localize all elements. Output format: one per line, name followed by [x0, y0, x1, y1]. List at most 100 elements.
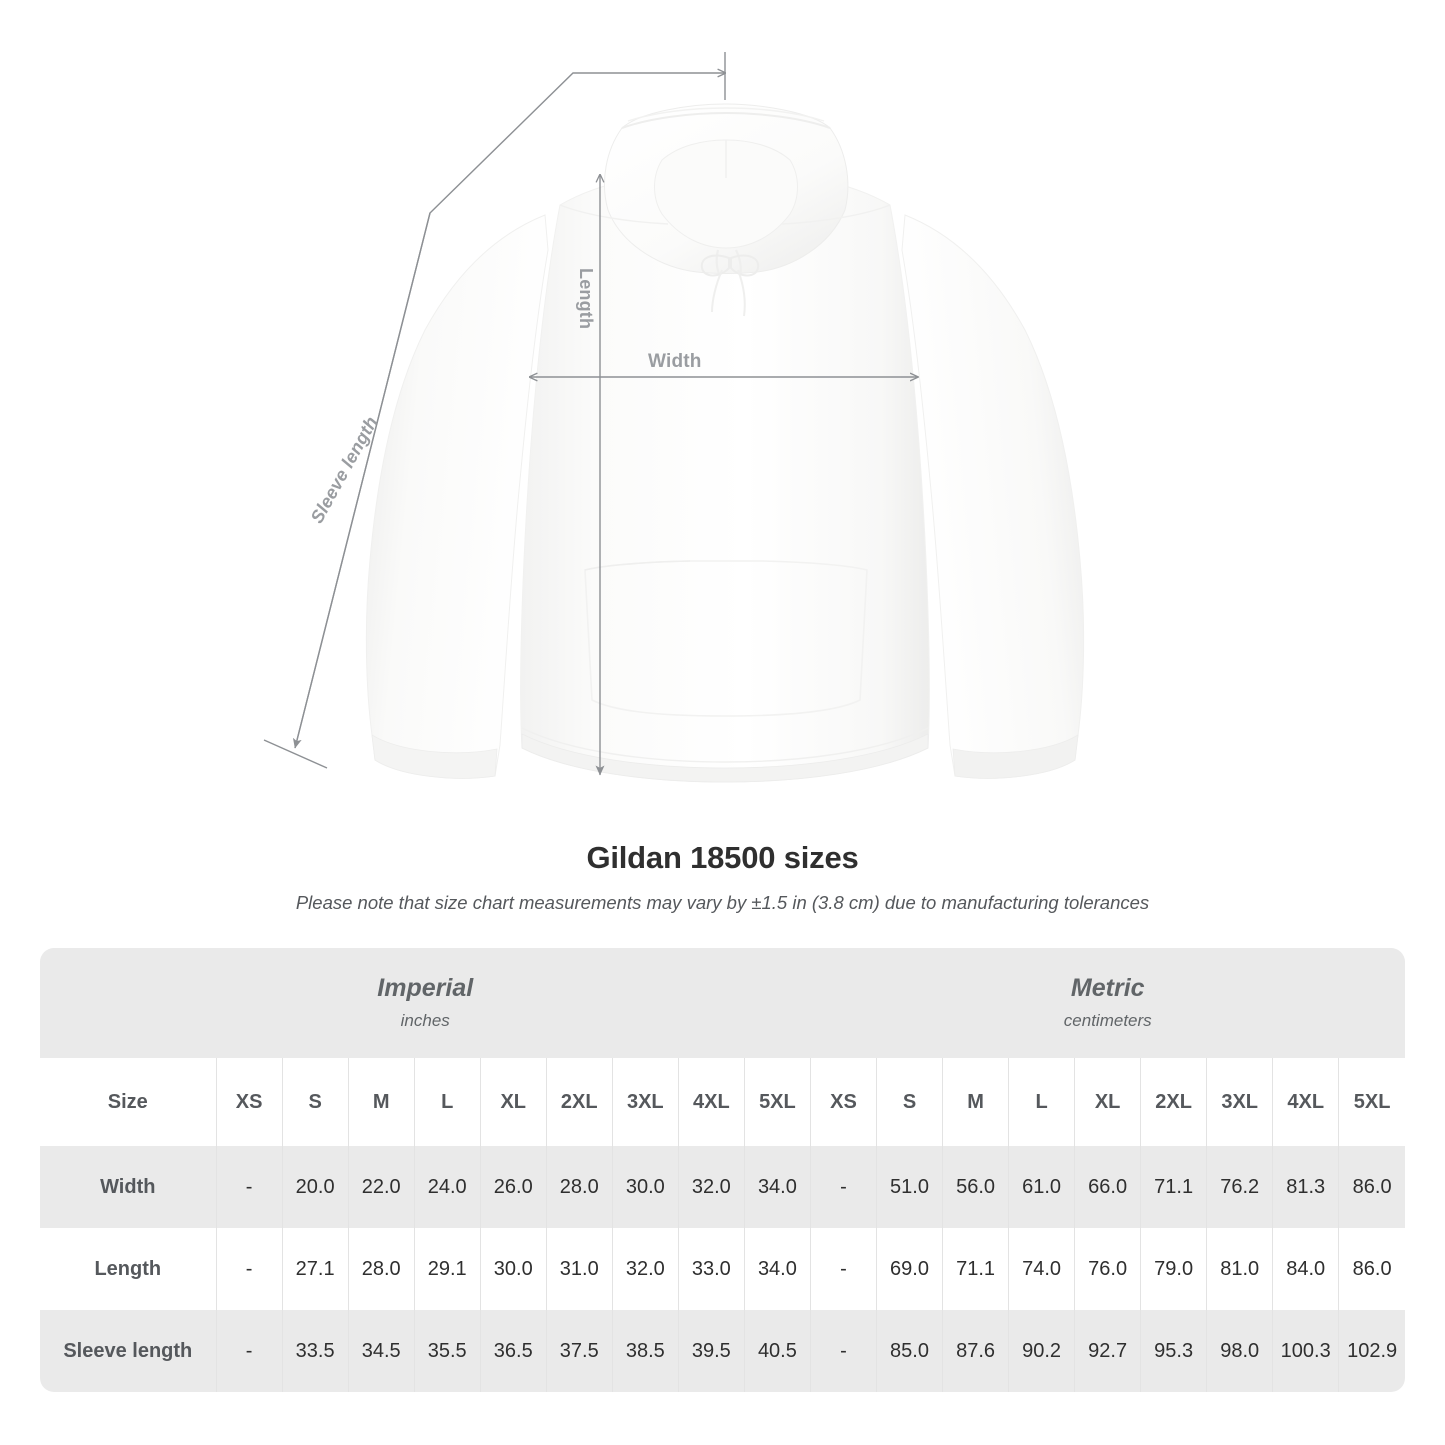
col-header-metric-m: M — [942, 1058, 1009, 1146]
cell-width-imperial-3xl: 30.0 — [611, 1146, 679, 1228]
cell-length-metric-l: 74.0 — [1008, 1228, 1075, 1310]
cell-width-imperial-2xl: 28.0 — [545, 1146, 613, 1228]
table-row: Length - 27.1 28.0 29.1 30.0 31.0 32.0 3… — [40, 1228, 1405, 1310]
table-row: Width - 20.0 22.0 24.0 26.0 28.0 30.0 32… — [40, 1146, 1405, 1228]
imperial-unit: inches — [400, 1011, 450, 1031]
cell-width-metric-2xl: 71.1 — [1140, 1146, 1207, 1228]
metric-unit: centimeters — [1063, 1011, 1152, 1031]
col-header-imperial-xs: XS — [215, 1058, 283, 1146]
cell-length-metric-4xl: 84.0 — [1272, 1228, 1339, 1310]
cell-width-imperial-l: 24.0 — [413, 1146, 481, 1228]
metric-name: Metric — [1070, 973, 1145, 1002]
col-header-metric-xs: XS — [809, 1058, 877, 1146]
cell-width-metric-l: 61.0 — [1008, 1146, 1075, 1228]
col-header-imperial-l: L — [413, 1058, 481, 1146]
col-header-imperial-s: S — [281, 1058, 349, 1146]
cell-sleeve-imperial-s: 33.5 — [281, 1310, 349, 1392]
row-label-sleeve-length: Sleeve length — [40, 1310, 217, 1392]
col-header-imperial-xl: XL — [479, 1058, 547, 1146]
cell-length-imperial-5xl: 34.0 — [743, 1228, 811, 1310]
cell-sleeve-imperial-m: 34.5 — [347, 1310, 415, 1392]
cell-length-imperial-s: 27.1 — [281, 1228, 349, 1310]
cell-sleeve-imperial-xl: 36.5 — [479, 1310, 547, 1392]
cell-sleeve-metric-l: 90.2 — [1008, 1310, 1075, 1392]
metric-system-header: Metric centimeters — [810, 948, 1405, 1058]
cell-sleeve-metric-5xl: 102.9 — [1338, 1310, 1405, 1392]
cell-length-imperial-l: 29.1 — [413, 1228, 481, 1310]
cell-sleeve-imperial-4xl: 39.5 — [677, 1310, 745, 1392]
col-header-metric-5xl: 5XL — [1338, 1058, 1405, 1146]
page-title: Gildan 18500 sizes — [586, 840, 859, 875]
cell-width-metric-m: 56.0 — [942, 1146, 1009, 1228]
col-header-metric-s: S — [875, 1058, 943, 1146]
cell-width-metric-4xl: 81.3 — [1272, 1146, 1339, 1228]
cell-width-imperial-s: 20.0 — [281, 1146, 349, 1228]
size-header-cell: Size — [40, 1058, 217, 1146]
length-label: Length — [576, 268, 596, 330]
cell-sleeve-metric-s: 85.0 — [875, 1310, 943, 1392]
table-row: Sleeve length - 33.5 34.5 35.5 36.5 37.5… — [40, 1310, 1405, 1392]
hoodie-illustration — [263, 52, 1085, 783]
cell-width-metric-s: 51.0 — [875, 1146, 943, 1228]
cell-length-metric-2xl: 79.0 — [1140, 1228, 1207, 1310]
col-header-imperial-5xl: 5XL — [743, 1058, 811, 1146]
tolerance-note: Please note that size chart measurements… — [295, 892, 1150, 913]
col-header-metric-4xl: 4XL — [1272, 1058, 1339, 1146]
col-header-metric-l: L — [1008, 1058, 1075, 1146]
hoodie-graphic — [365, 103, 1085, 783]
unit-system-row: Imperial inches Metric centimeters — [40, 948, 1405, 1058]
cell-length-imperial-3xl: 32.0 — [611, 1228, 679, 1310]
cell-width-imperial-xl: 26.0 — [479, 1146, 547, 1228]
cell-length-imperial-4xl: 33.0 — [677, 1228, 745, 1310]
cell-length-imperial-2xl: 31.0 — [545, 1228, 613, 1310]
imperial-name: Imperial — [377, 973, 474, 1002]
cell-length-metric-5xl: 86.0 — [1338, 1228, 1405, 1310]
cell-width-imperial-m: 22.0 — [347, 1146, 415, 1228]
cell-sleeve-imperial-xs: - — [215, 1310, 283, 1392]
cell-sleeve-metric-4xl: 100.3 — [1272, 1310, 1339, 1392]
sleeve-bottom-tick — [263, 739, 328, 769]
cell-sleeve-metric-2xl: 95.3 — [1140, 1310, 1207, 1392]
cell-length-metric-xs: - — [809, 1228, 877, 1310]
cell-sleeve-metric-xs: - — [809, 1310, 877, 1392]
cell-sleeve-imperial-3xl: 38.5 — [611, 1310, 679, 1392]
col-header-imperial-m: M — [347, 1058, 415, 1146]
title-block: Gildan 18500 sizes Please note that size… — [0, 840, 1445, 914]
cell-sleeve-metric-3xl: 98.0 — [1206, 1310, 1273, 1392]
cell-width-imperial-xs: - — [215, 1146, 283, 1228]
cell-sleeve-imperial-l: 35.5 — [413, 1310, 481, 1392]
cell-length-metric-s: 69.0 — [875, 1228, 943, 1310]
cell-width-imperial-5xl: 34.0 — [743, 1146, 811, 1228]
garment-measurement-diagram: Length Width Sleeve length — [263, 52, 1085, 783]
cell-sleeve-metric-xl: 92.7 — [1074, 1310, 1141, 1392]
width-label: Width — [648, 351, 702, 372]
cell-width-metric-5xl: 86.0 — [1338, 1146, 1405, 1228]
cell-length-imperial-xl: 30.0 — [479, 1228, 547, 1310]
cell-length-metric-3xl: 81.0 — [1206, 1228, 1273, 1310]
col-header-imperial-2xl: 2XL — [545, 1058, 613, 1146]
col-header-imperial-3xl: 3XL — [611, 1058, 679, 1146]
cell-length-metric-m: 71.1 — [942, 1228, 1009, 1310]
table-header-row: Size XS S M L XL 2XL 3XL 4XL 5XL XS S M … — [40, 1058, 1405, 1146]
cell-width-metric-xl: 66.0 — [1074, 1146, 1141, 1228]
row-label-length: Length — [40, 1228, 217, 1310]
cell-length-imperial-xs: - — [215, 1228, 283, 1310]
cell-length-metric-xl: 76.0 — [1074, 1228, 1141, 1310]
sleeve-length-arrow — [292, 212, 431, 749]
col-header-metric-xl: XL — [1074, 1058, 1141, 1146]
cell-width-metric-xs: - — [809, 1146, 877, 1228]
col-header-metric-2xl: 2XL — [1140, 1058, 1207, 1146]
cell-length-imperial-m: 28.0 — [347, 1228, 415, 1310]
row-label-width: Width — [40, 1146, 217, 1228]
cell-sleeve-imperial-5xl: 40.5 — [743, 1310, 811, 1392]
cell-sleeve-metric-m: 87.6 — [942, 1310, 1009, 1392]
imperial-system-header: Imperial inches — [40, 948, 811, 1058]
cell-sleeve-imperial-2xl: 37.5 — [545, 1310, 613, 1392]
cell-width-imperial-4xl: 32.0 — [677, 1146, 745, 1228]
size-chart-table: Imperial inches Metric centimeters Size … — [40, 948, 1405, 1392]
measurement-lines — [263, 52, 918, 775]
cell-width-metric-3xl: 76.2 — [1206, 1146, 1273, 1228]
col-header-metric-3xl: 3XL — [1206, 1058, 1273, 1146]
col-header-imperial-4xl: 4XL — [677, 1058, 745, 1146]
